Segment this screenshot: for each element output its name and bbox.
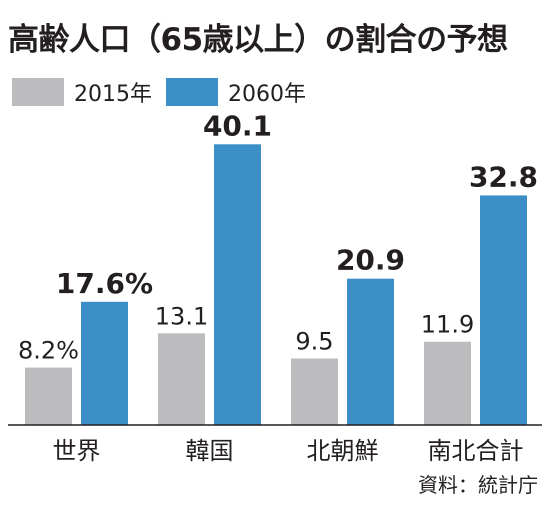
bar-2015-0	[25, 367, 72, 425]
category-label-0: 世界	[53, 437, 101, 465]
category-label-3: 南北合計	[428, 437, 524, 465]
bar-2060-2	[347, 278, 394, 425]
value-label-2060-0: 17.6%	[56, 267, 153, 300]
value-label-2015-2: 9.5	[295, 328, 333, 356]
value-label-2060-1: 40.1	[203, 109, 272, 142]
value-label-2060-3: 32.8	[469, 160, 538, 193]
bar-2015-3	[424, 341, 471, 425]
source-note: 資料：統計庁	[418, 473, 538, 497]
legend-entry-2015: 2015年	[12, 76, 152, 108]
value-label-2015-1: 13.1	[155, 302, 208, 330]
legend-label-2060: 2060年	[228, 82, 306, 107]
legend-swatch-2060	[166, 78, 218, 106]
legend-label-2015: 2015年	[74, 82, 152, 107]
category-label-1: 韓国	[186, 437, 234, 465]
value-label-2015-3: 11.9	[421, 311, 474, 339]
bar-2060-1	[214, 144, 261, 426]
bar-2060-3	[480, 195, 527, 425]
legend-swatch-2015	[12, 78, 64, 106]
value-label-2015-0: 8.2%	[18, 337, 79, 365]
value-label-2060-2: 20.9	[336, 244, 405, 277]
category-label-2: 北朝鮮	[307, 437, 379, 465]
legend: 2015年 2060年	[12, 76, 306, 108]
bar-2015-2	[291, 358, 338, 425]
bar-2060-0	[81, 301, 128, 425]
chart-title: 高齢人口（65歳以上）の割合の予想	[8, 22, 508, 58]
bar-2015-1	[158, 333, 205, 425]
legend-entry-2060: 2060年	[166, 76, 306, 108]
